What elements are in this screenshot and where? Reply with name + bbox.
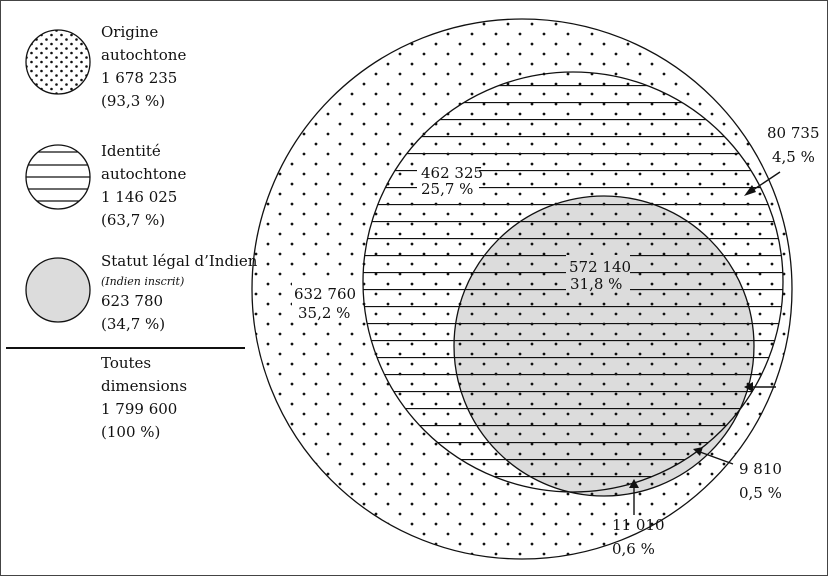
- arrow-right-edge: [744, 382, 776, 392]
- legend-status: Statut légal d’Indien (Indien inscrit) 6…: [101, 250, 257, 336]
- label-bg-all-three: [566, 255, 630, 291]
- legend-origin: Origine autochtone 1 678 235 (93,3 %): [101, 21, 186, 113]
- arrow-status-only: [693, 447, 734, 465]
- label-origin-only-pct: 35,2 %: [298, 304, 350, 322]
- legend-origin-count: 1 678 235: [101, 69, 178, 87]
- status-circle-outline: [453, 195, 755, 497]
- legend: Origine autochtone 1 678 235 (93,3 %) Id…: [0, 0, 270, 470]
- label-status-origin-count: 11 010: [612, 516, 665, 534]
- legend-identity-line1: Identité: [101, 142, 161, 160]
- label-identity-only-count: 80 735: [767, 124, 820, 142]
- legend-identity: Identité autochtone 1 146 025 (63,7 %): [101, 140, 186, 232]
- label-all-three-count: 572 140: [569, 258, 631, 276]
- dotted-circle-icon: [25, 29, 91, 95]
- legend-total-pct: (100 %): [101, 423, 161, 441]
- legend-identity-pct: (63,7 %): [101, 211, 166, 229]
- legend-identity-line2: autochtone: [101, 165, 187, 183]
- status-origin-dots: [454, 196, 754, 496]
- legend-total-line1: Toutes: [101, 354, 152, 372]
- label-status-only-count: 9 810: [739, 460, 782, 478]
- legend-origin-line2: autochtone: [101, 46, 187, 64]
- legend-divider: [6, 347, 245, 349]
- label-status-only-pct: 0,5 %: [739, 484, 782, 502]
- legend-origin-line1: Origine: [101, 23, 159, 41]
- striped-circle-icon: [25, 144, 91, 210]
- legend-status-pct: (34,7 %): [101, 315, 166, 333]
- label-origin-identity-pct: 25,7 %: [421, 180, 473, 198]
- legend-total-count: 1 799 600: [101, 400, 178, 418]
- label-identity-only-pct: 4,5 %: [772, 148, 815, 166]
- arrow-identity-only: [744, 171, 781, 196]
- legend-status-line1: Statut légal d’Indien: [101, 252, 258, 270]
- grey-circle-icon: [25, 257, 91, 323]
- legend-status-line2: (Indien inscrit): [101, 275, 185, 288]
- label-origin-identity-count: 462 325: [421, 164, 483, 182]
- legend-total-line2: dimensions: [101, 377, 188, 395]
- label-origin-only-count: 632 760: [294, 285, 356, 303]
- arrow-status-origin: [629, 479, 639, 515]
- legend-identity-count: 1 146 025: [101, 188, 178, 206]
- legend-origin-pct: (93,3 %): [101, 92, 166, 110]
- label-status-origin-pct: 0,6 %: [612, 540, 655, 558]
- label-bg-origin-only: [292, 282, 354, 320]
- identity-circle-outline: [362, 71, 784, 493]
- legend-status-count: 623 780: [101, 292, 164, 310]
- label-bg-origin-identity: [417, 160, 479, 196]
- label-all-three-pct: 31,8 %: [570, 275, 622, 293]
- legend-total: Toutes dimensions 1 799 600 (100 %): [101, 352, 187, 444]
